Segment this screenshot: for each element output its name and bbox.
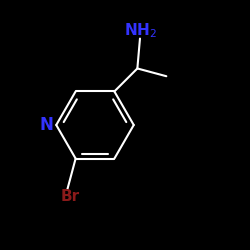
Text: NH$_2$: NH$_2$ [124, 22, 157, 40]
Text: N: N [40, 116, 54, 134]
Text: Br: Br [61, 190, 80, 204]
